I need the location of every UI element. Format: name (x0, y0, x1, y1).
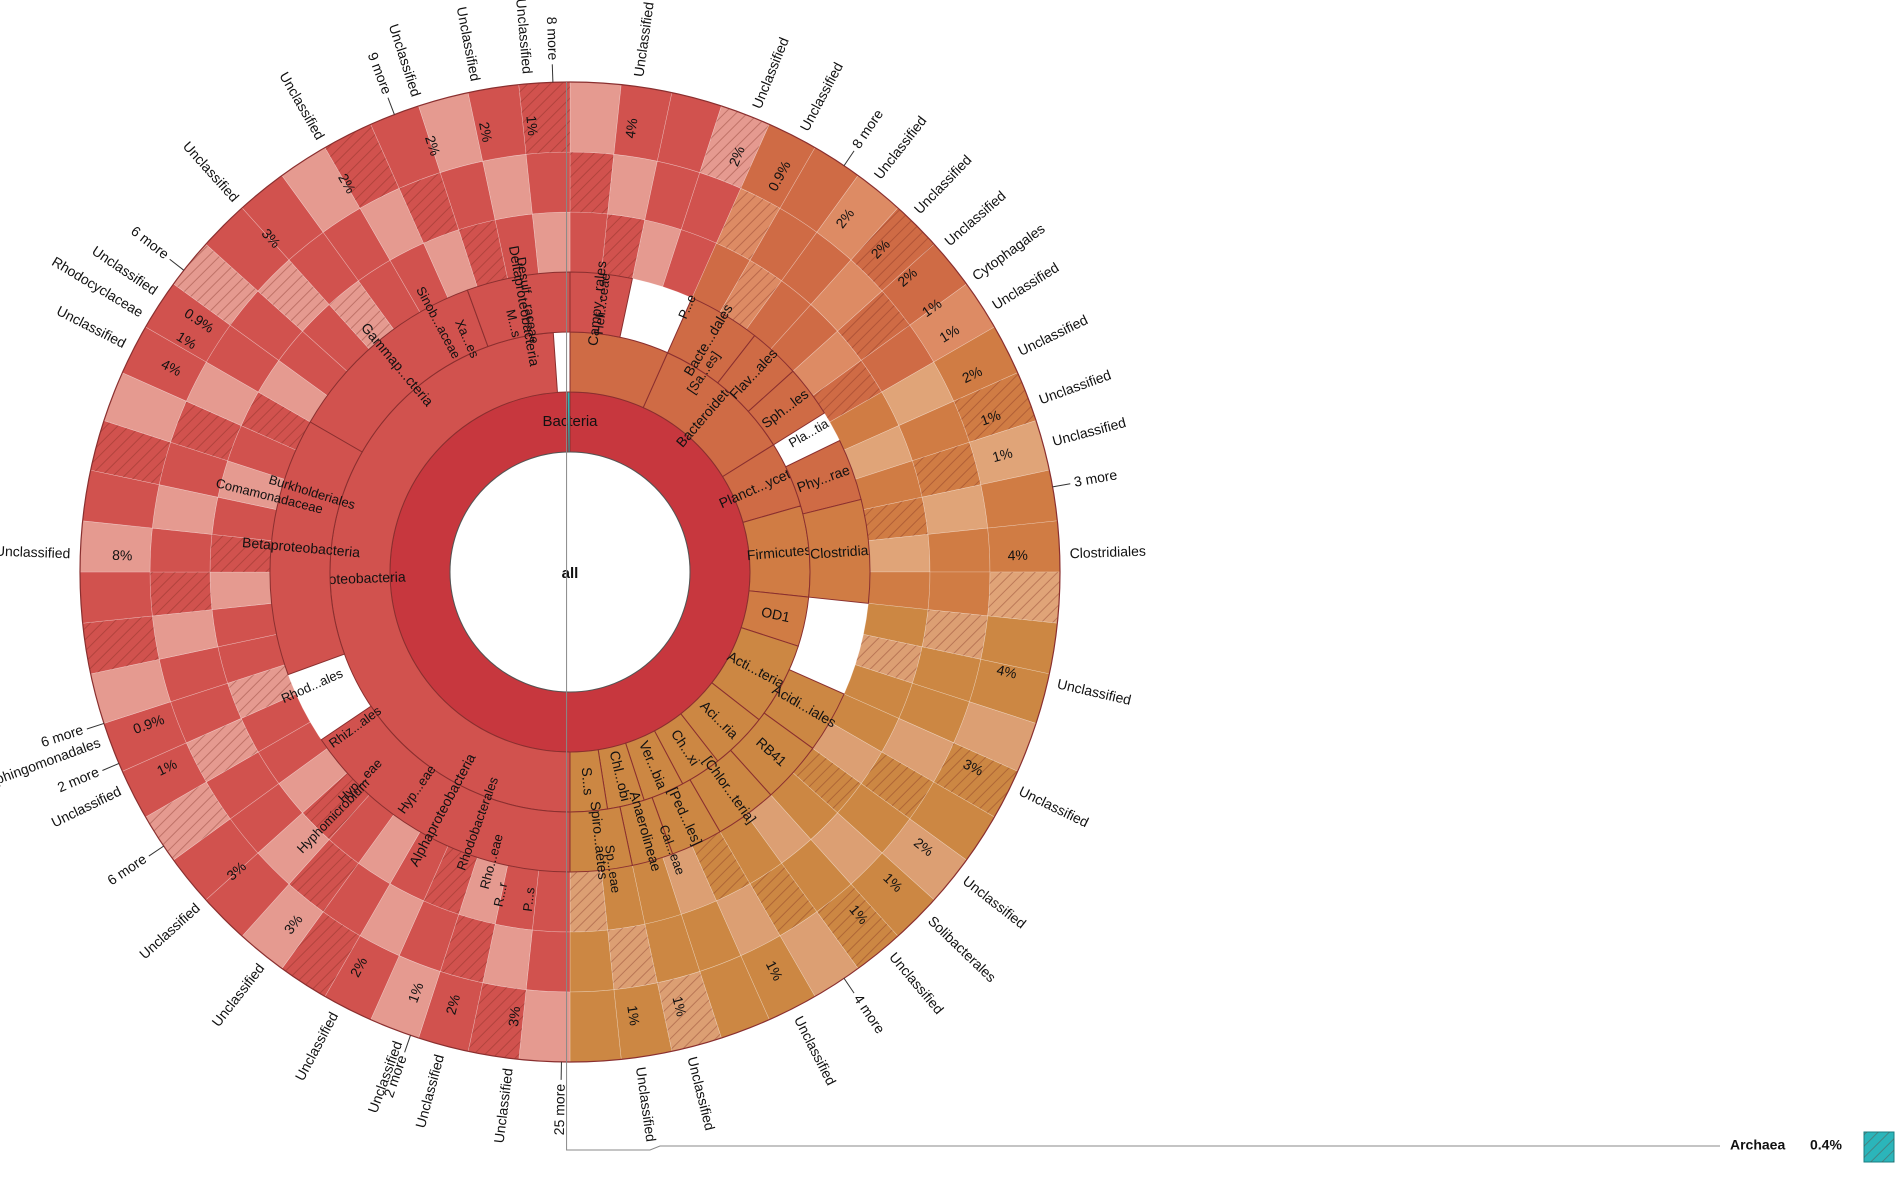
outer-wedge[interactable] (519, 990, 570, 1062)
pct-label: 4% (622, 117, 641, 139)
outer-wedge[interactable] (570, 82, 621, 154)
outer-wedge[interactable] (526, 152, 570, 214)
more-tick (149, 846, 164, 856)
archaea-swatch-hatch (1864, 1132, 1894, 1162)
outer-label: Unclassified (54, 302, 129, 351)
outer-label: Unclassified (513, 0, 536, 74)
outer-label: Unclassified (960, 873, 1029, 932)
outer-wedge[interactable] (210, 572, 272, 610)
more-tick (102, 763, 119, 770)
archaea-pct: 0.4% (1810, 1137, 1842, 1153)
outer-wedge[interactable] (80, 572, 152, 623)
outer-label: Unclassified (412, 1053, 447, 1130)
more-tick (405, 1035, 411, 1052)
outer-label: Unclassified (911, 152, 975, 217)
outer-label: Unclassified (180, 138, 242, 205)
outer-label: Unclassified (136, 900, 203, 962)
more-tick (844, 151, 854, 166)
outer-label: Unclassified (1016, 783, 1091, 830)
outer-wedge[interactable] (570, 930, 614, 992)
outer-label: Unclassified (886, 949, 947, 1017)
more-label[interactable]: 8 more (849, 106, 887, 151)
outer-wedge[interactable] (532, 212, 570, 274)
outer-label: Unclassified (749, 35, 792, 111)
outer-label: Unclassified (0, 543, 71, 562)
ring-segment[interactable] (567, 392, 570, 452)
pct-label: 4% (1007, 547, 1028, 564)
outer-label: Unclassified (208, 960, 267, 1029)
outer-label: Clostridiales (1069, 543, 1146, 562)
outer-label: Unclassified (633, 1066, 659, 1143)
pct-label: 1% (523, 115, 541, 137)
outer-wedge[interactable] (526, 930, 570, 992)
outer-wedge[interactable] (928, 528, 990, 572)
outer-label: Unclassified (1056, 675, 1133, 708)
more-label[interactable]: 8 more (544, 16, 562, 60)
more-tick (844, 978, 854, 993)
more-label[interactable]: 9 more (365, 50, 396, 97)
outer-wedge[interactable] (928, 572, 990, 616)
archaea-label: Archaea (1730, 1137, 1785, 1153)
outer-label: Unclassified (797, 60, 847, 134)
more-label[interactable]: 3 more (1073, 466, 1119, 489)
more-label[interactable]: 6 more (128, 223, 172, 263)
outer-wedge-hatch (570, 152, 614, 214)
outer-wedge[interactable] (868, 534, 930, 572)
more-label[interactable]: 4 more (851, 991, 889, 1036)
outer-label: Solibacterales (925, 913, 999, 986)
more-label[interactable]: 25 more (551, 1084, 568, 1136)
outer-label: Unclassified (491, 1067, 516, 1144)
more-label[interactable]: 6 more (104, 850, 149, 888)
outer-label: Unclassified (791, 1013, 840, 1088)
more-tick (552, 64, 553, 82)
more-tick (87, 723, 104, 729)
pct-label: 1% (624, 1004, 643, 1026)
pct-label: 3% (505, 1005, 523, 1027)
taxon-label: P...s (520, 886, 538, 912)
more-tick (170, 259, 184, 270)
outer-wedge[interactable] (532, 870, 570, 932)
outer-label: Unclassified (1037, 366, 1113, 407)
pct-label: 8% (112, 547, 133, 564)
outer-label: Unclassified (1051, 414, 1128, 449)
outer-label: Unclassified (276, 69, 328, 142)
outer-wedge[interactable] (868, 572, 930, 610)
more-tick (388, 98, 394, 115)
outer-label: Unclassified (684, 1055, 718, 1132)
outer-label: Unclassified (292, 1009, 342, 1083)
center-label: all (562, 565, 579, 582)
outer-wedge-hatch (150, 572, 212, 616)
more-label[interactable]: 2 more (55, 763, 102, 795)
outer-label: Unclassified (630, 1, 656, 78)
outer-label: Unclassified (454, 5, 484, 82)
more-tick (1053, 484, 1071, 487)
outer-label: Unclassified (1015, 311, 1090, 358)
outer-wedge-hatch (988, 572, 1060, 623)
outer-wedge[interactable] (150, 528, 212, 572)
outer-label: Unclassified (941, 187, 1008, 249)
ring-label: S...s (579, 767, 597, 796)
outer-wedge[interactable] (570, 990, 621, 1062)
